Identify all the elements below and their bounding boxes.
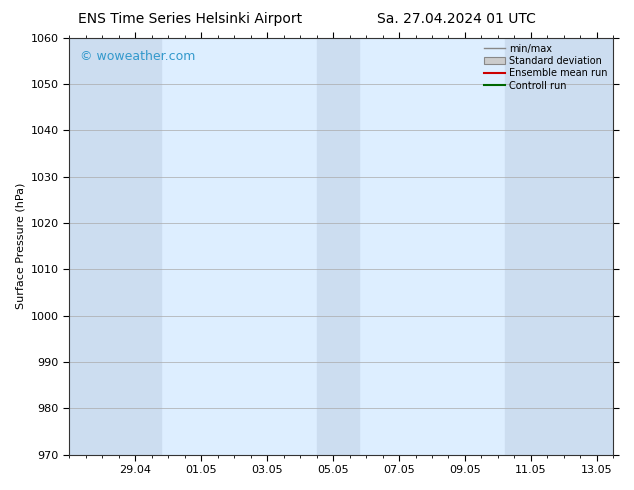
Bar (505, 38, 564, 455)
Bar (564, 38, 614, 455)
Bar (316, 38, 359, 455)
Bar (69, 38, 108, 455)
Text: Sa. 27.04.2024 01 UTC: Sa. 27.04.2024 01 UTC (377, 12, 536, 26)
Legend: min/max, Standard deviation, Ensemble mean run, Controll run: min/max, Standard deviation, Ensemble me… (481, 41, 611, 94)
Y-axis label: Surface Pressure (hPa): Surface Pressure (hPa) (15, 183, 25, 309)
Text: © woweather.com: © woweather.com (80, 50, 195, 63)
Bar (108, 38, 162, 455)
Text: ENS Time Series Helsinki Airport: ENS Time Series Helsinki Airport (78, 12, 302, 26)
